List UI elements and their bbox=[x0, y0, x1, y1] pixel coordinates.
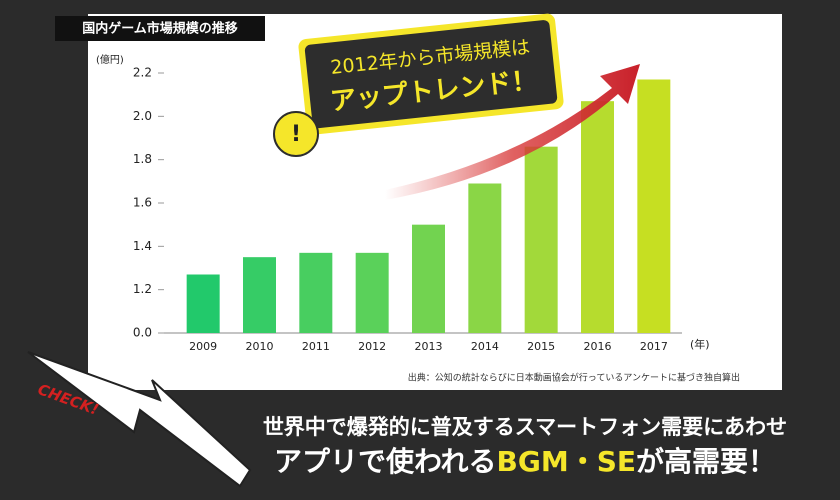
x-tick-label: 2011 bbox=[302, 340, 330, 353]
x-tick-label: 2012 bbox=[358, 340, 386, 353]
banner-text: が高需要！ bbox=[636, 445, 776, 478]
title-box bbox=[55, 16, 265, 41]
y-tick-label: 2.2 bbox=[133, 66, 152, 80]
x-tick-label: 2016 bbox=[584, 340, 612, 353]
bar bbox=[355, 252, 389, 333]
x-tick-label: 2014 bbox=[471, 340, 499, 353]
callout: 2012年から市場規模は アップトレンド！ bbox=[298, 13, 564, 135]
bar bbox=[524, 146, 558, 333]
x-tick-label: 2017 bbox=[640, 340, 668, 353]
bar bbox=[243, 257, 276, 333]
source-note: 出典：公知の統計ならびに日本動画協会が行っているアンケートに基づき独自算出 bbox=[408, 372, 740, 384]
y-tick-label: 1.8 bbox=[133, 152, 152, 166]
y-tick-label: 0.0 bbox=[133, 326, 152, 340]
bar bbox=[299, 252, 333, 333]
x-tick-label: 2013 bbox=[415, 340, 443, 353]
banner-highlight: BGM・SE bbox=[497, 445, 636, 478]
y-tick-label: 1.6 bbox=[133, 196, 152, 210]
banner-line2: アプリで使われるBGM・SEが高需要！ bbox=[274, 445, 776, 478]
bar bbox=[186, 274, 220, 333]
chart-title: 国内ゲーム市場規模の推移 bbox=[82, 21, 238, 37]
y-tick-label: 1.2 bbox=[133, 282, 152, 296]
alert-mark: ! bbox=[291, 122, 301, 147]
x-tick-label: 2010 bbox=[246, 340, 274, 353]
bar bbox=[412, 224, 445, 333]
bar bbox=[637, 79, 671, 333]
bar bbox=[581, 101, 614, 334]
alert-icon bbox=[273, 111, 319, 157]
x-tick-label: 2015 bbox=[527, 340, 555, 353]
callout-box bbox=[304, 20, 558, 129]
y-unit: (億円) bbox=[96, 53, 124, 66]
bar bbox=[468, 183, 502, 333]
banner-text: アプリで使われる bbox=[274, 445, 497, 478]
trend-arrow bbox=[385, 64, 640, 200]
x-unit: (年) bbox=[690, 337, 710, 351]
check-arrow bbox=[27, 351, 252, 488]
banner-line1: 世界中で爆発的に普及するスマートフォン需要にあわせ bbox=[263, 415, 787, 439]
plot: 0.0 1.2 1.4 1.6 1.8 2.0 2.2 2009 2010 2011 2012 201… bbox=[133, 66, 682, 353]
x-tick-label: 2009 bbox=[189, 340, 217, 353]
y-tick-label: 1.4 bbox=[133, 239, 152, 253]
y-tick-label: 2.0 bbox=[133, 109, 152, 123]
